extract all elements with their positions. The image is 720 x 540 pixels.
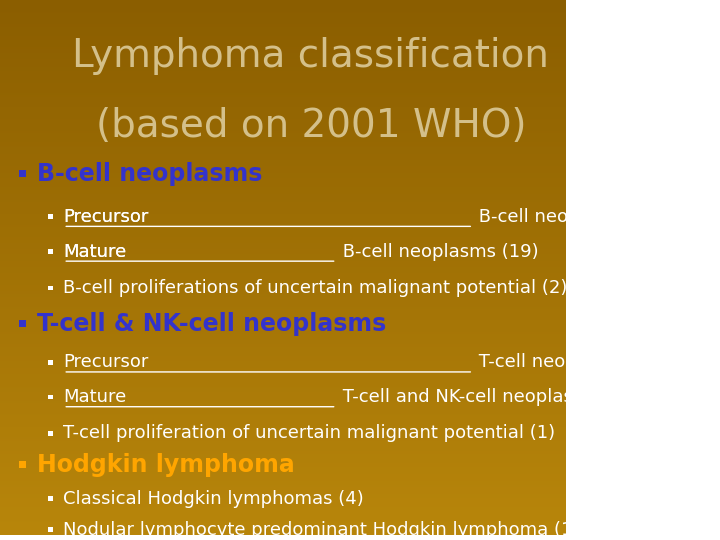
FancyBboxPatch shape — [48, 528, 53, 532]
Text: T-cell proliferation of uncertain malignant potential (1): T-cell proliferation of uncertain malign… — [63, 424, 555, 442]
FancyBboxPatch shape — [19, 461, 26, 468]
FancyBboxPatch shape — [19, 171, 26, 178]
FancyBboxPatch shape — [48, 395, 53, 400]
Text: Mature: Mature — [63, 242, 127, 260]
Text: T-cell neoplasms (3): T-cell neoplasms (3) — [473, 353, 661, 372]
Text: T-cell & NK-cell neoplasms: T-cell & NK-cell neoplasms — [37, 312, 386, 336]
FancyBboxPatch shape — [48, 496, 53, 501]
Text: Mature: Mature — [63, 388, 127, 406]
Text: B-cell neoplasms: B-cell neoplasms — [37, 162, 262, 186]
Text: Classical Hodgkin lymphomas (4): Classical Hodgkin lymphomas (4) — [63, 490, 364, 508]
Text: Hodgkin lymphoma: Hodgkin lymphoma — [37, 453, 294, 476]
Text: T-cell and NK-cell neoplasms (14): T-cell and NK-cell neoplasms (14) — [336, 388, 642, 406]
FancyBboxPatch shape — [48, 360, 53, 365]
Text: B-cell proliferations of uncertain malignant potential (2): B-cell proliferations of uncertain malig… — [63, 279, 567, 297]
Text: Nodular lymphocyte predominant Hodgkin lymphoma (1): Nodular lymphocyte predominant Hodgkin l… — [63, 521, 580, 539]
FancyBboxPatch shape — [48, 249, 53, 254]
Text: Mature: Mature — [63, 242, 127, 260]
Text: Precursor: Precursor — [63, 208, 148, 226]
Text: Lymphoma classification: Lymphoma classification — [73, 37, 549, 76]
FancyBboxPatch shape — [48, 431, 53, 436]
FancyBboxPatch shape — [19, 320, 26, 327]
Text: B-cell neoplasms (2 types): B-cell neoplasms (2 types) — [473, 208, 719, 226]
Text: (based on 2001 WHO): (based on 2001 WHO) — [96, 107, 526, 145]
Text: B-cell neoplasms (19): B-cell neoplasms (19) — [336, 242, 539, 260]
Text: Precursor: Precursor — [63, 208, 148, 226]
Text: Precursor: Precursor — [63, 353, 148, 372]
FancyBboxPatch shape — [48, 214, 53, 219]
FancyBboxPatch shape — [48, 286, 53, 291]
